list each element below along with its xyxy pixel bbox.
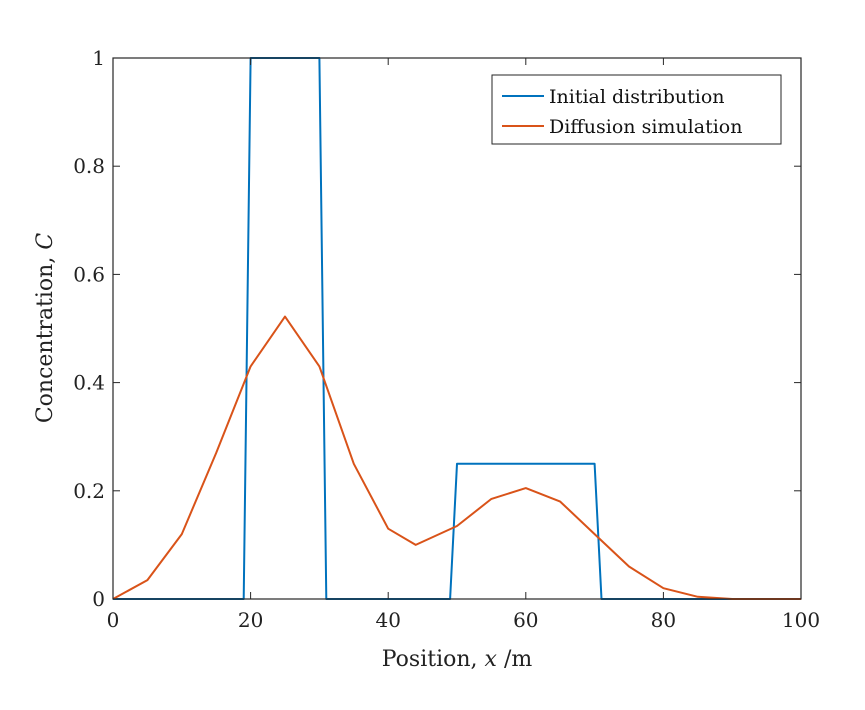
- y-tick-label: 0.4: [73, 371, 105, 395]
- x-tick-label: 60: [513, 608, 538, 632]
- plot-frame: [112, 57, 802, 600]
- x-tick-label: 20: [238, 608, 263, 632]
- y-tick-label: 0.2: [73, 479, 105, 503]
- y-tick-label: 1: [92, 46, 105, 70]
- x-tick-label: 0: [107, 608, 120, 632]
- series-line-1: [112, 315, 801, 600]
- plot-area: [113, 58, 801, 599]
- legend-label-initial: Initial distribution: [549, 86, 725, 108]
- ticks-layer: [112, 57, 802, 600]
- x-axis-label: Position, x /m: [382, 647, 533, 672]
- y-tick-label: 0.8: [73, 154, 105, 178]
- y-tick-label: 0: [92, 587, 105, 611]
- x-tick-label: 100: [782, 608, 820, 632]
- x-tick-label: 80: [651, 608, 676, 632]
- tick-labels-layer: 0 20 40 60 80 100 0 0.2 0.4 0.6 0.8 1: [73, 46, 820, 632]
- legend: Initial distribution Diffusion simulatio…: [491, 74, 782, 145]
- legend-label-diffusion: Diffusion simulation: [549, 116, 742, 138]
- legend-box: [491, 74, 782, 145]
- y-tick-label: 0.6: [73, 262, 105, 286]
- x-tick-label: 40: [375, 608, 400, 632]
- y-axis-label: Concentration, C: [33, 233, 58, 424]
